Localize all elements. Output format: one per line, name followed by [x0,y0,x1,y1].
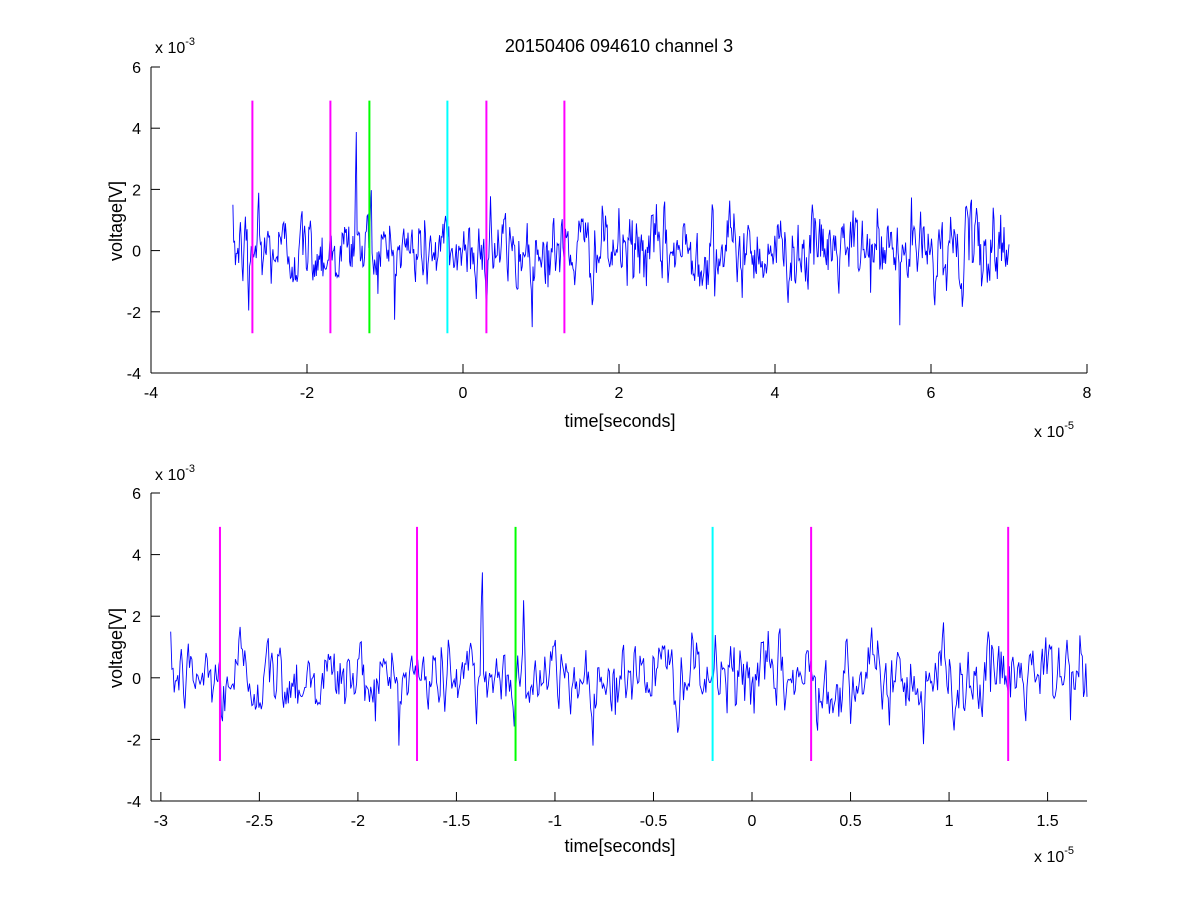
y-multiplier-label: x 10-3 [155,36,195,57]
x-tick-label: -0.5 [640,813,668,830]
y-tick-label: -4 [127,794,141,811]
y-tick-label: 0 [132,671,141,688]
y-multiplier-label: x 10-3 [155,463,195,484]
x-tick-label: 6 [927,385,936,402]
svg-text:x 10-5: x 10-5 [1034,845,1074,866]
y-tick-label: 0 [132,244,141,261]
x-tick-label: -2 [351,813,365,830]
y-tick-label: 6 [132,60,141,77]
svg-text:x 10-3: x 10-3 [155,463,195,484]
x-tick-label: 0.5 [839,813,861,830]
x-tick-label: 4 [771,385,780,402]
x-tick-label: 8 [1083,385,1092,402]
x-tick-label: -2.5 [246,813,274,830]
x-tick-label: -3 [154,813,168,830]
x-tick-label: 1 [945,813,954,830]
y-tick-label: 6 [132,486,141,503]
x-axis-label: time[seconds] [564,411,675,431]
x-axis-label: time[seconds] [564,836,675,856]
svg-text:x 10-5: x 10-5 [1034,420,1074,441]
y-tick-label: 2 [132,182,141,199]
top-plot: 20150406 094610 channel 3 x 10-3 x 10-5 … [106,36,1092,441]
svg-text:x 10-3: x 10-3 [155,36,195,57]
y-axis-label: voltage[V] [106,608,126,688]
y-axis-label: voltage[V] [106,181,126,261]
x-tick-label: -2 [300,385,314,402]
plot-title: 20150406 094610 channel 3 [505,36,733,56]
x-multiplier-label: x 10-5 [1034,845,1074,866]
signal-line [170,572,1088,746]
y-tick-label: -2 [127,732,141,749]
y-tick-label: 4 [132,121,141,138]
x-tick-label: -4 [144,385,158,402]
x-tick-label: -1.5 [443,813,471,830]
x-tick-label: -1 [548,813,562,830]
y-tick-label: -4 [127,366,141,383]
y-tick-label: 2 [132,609,141,626]
x-tick-label: 0 [748,813,757,830]
x-multiplier-label: x 10-5 [1034,420,1074,441]
x-tick-label: 0 [459,385,468,402]
x-tick-label: 2 [615,385,624,402]
signal-line [232,131,1010,328]
y-tick-label: 4 [132,548,141,565]
y-tick-label: -2 [127,305,141,322]
x-tick-label: 1.5 [1036,813,1058,830]
bottom-plot: x 10-3 x 10-5 time[seconds] voltage[V] -… [106,463,1088,866]
